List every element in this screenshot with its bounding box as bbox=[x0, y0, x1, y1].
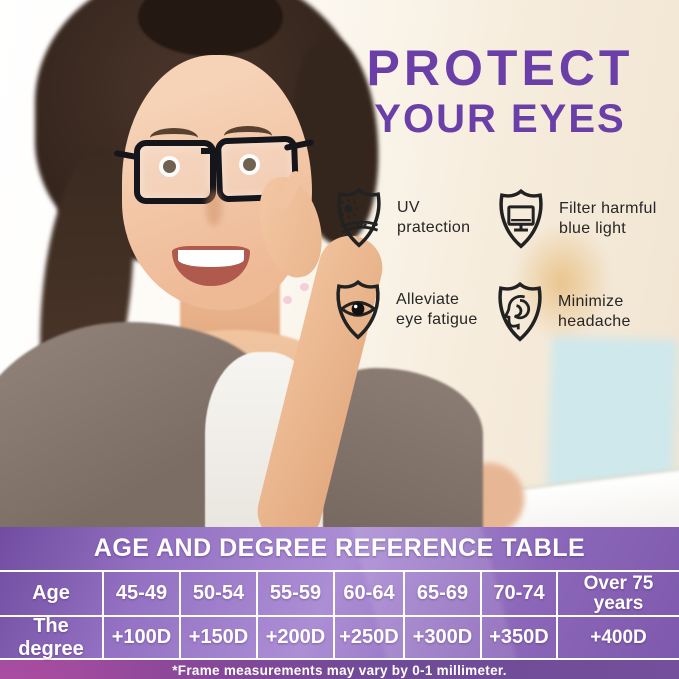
degree-cell: +300D bbox=[405, 617, 482, 658]
feature-blue-light-filter: Filter harmful blue light bbox=[492, 187, 657, 251]
degree-cell: +400D bbox=[590, 626, 647, 648]
feature-label: UV pratection bbox=[397, 198, 470, 238]
age-cell: 65-69 bbox=[405, 572, 482, 615]
headline: PROTECT YOUR EYES bbox=[335, 40, 665, 142]
feature-label: Filter harmful blue light bbox=[559, 199, 657, 239]
feature-label-line2: eye fatigue bbox=[396, 311, 478, 328]
headline-line2: YOUR EYES bbox=[374, 97, 626, 141]
model-eye bbox=[163, 160, 176, 173]
degree-cell: +350D bbox=[482, 617, 558, 658]
degree-cell: +100D bbox=[104, 617, 181, 658]
age-cell: Over 75 years bbox=[583, 572, 654, 614]
feature-label-line2: headache bbox=[558, 313, 631, 330]
model-eyebrow bbox=[150, 128, 198, 148]
degree-cell: +250D bbox=[335, 617, 405, 658]
model-fingernail bbox=[283, 296, 292, 304]
table-row-ages: Age 45-49 50-54 55-59 60-64 65-69 70-74 … bbox=[0, 572, 679, 615]
age-cell: 70-74 bbox=[482, 572, 558, 615]
table-title: AGE AND DEGREE REFERENCE TABLE bbox=[93, 534, 586, 562]
blurred-gold-object bbox=[512, 222, 612, 342]
feature-label: Minimize headache bbox=[558, 292, 631, 332]
monitor-shield-icon bbox=[492, 187, 550, 251]
degree-cell: +200D bbox=[258, 617, 335, 658]
row-header-degree: The degree bbox=[0, 615, 104, 660]
feature-headache: Minimize headache bbox=[491, 280, 631, 344]
headline-line1: PROTECT bbox=[366, 40, 634, 96]
feature-label-line1: Alleviate bbox=[396, 291, 460, 308]
feature-label-line2: blue light bbox=[559, 220, 627, 237]
model-eyebrow bbox=[224, 126, 272, 146]
model-nose bbox=[206, 190, 222, 226]
reference-table-band: AGE AND DEGREE REFERENCE TABLE Age 45-49… bbox=[0, 527, 679, 679]
age-cell: 50-54 bbox=[181, 572, 258, 615]
feature-label-line1: Filter harmful bbox=[559, 200, 657, 217]
degree-cell: +150D bbox=[181, 617, 258, 658]
uv-shield-icon bbox=[330, 186, 388, 250]
row-header-age: Age bbox=[0, 572, 104, 615]
age-cell: 45-49 bbox=[104, 572, 181, 615]
table-footnote: *Frame measurements may vary by 0-1 mill… bbox=[0, 658, 679, 679]
feature-label-line2: pratection bbox=[397, 219, 471, 236]
feature-label-line1: Minimize bbox=[558, 293, 624, 310]
model-photo bbox=[0, 0, 679, 530]
head-shield-icon bbox=[491, 280, 549, 344]
reference-table: Age 45-49 50-54 55-59 60-64 65-69 70-74 … bbox=[0, 570, 679, 660]
age-cell: 60-64 bbox=[335, 572, 405, 615]
feature-eye-fatigue: Alleviate eye fatigue bbox=[329, 278, 478, 342]
eye-shield-icon bbox=[329, 278, 387, 342]
model-eye bbox=[243, 158, 256, 171]
feature-label: Alleviate eye fatigue bbox=[396, 290, 478, 330]
table-row-degrees: The degree +100D +150D +200D +250D +300D… bbox=[0, 615, 679, 660]
age-cell: 55-59 bbox=[258, 572, 335, 615]
model-fingernail bbox=[300, 283, 309, 291]
feature-uv-protection: UV pratection bbox=[330, 186, 470, 250]
eyeglasses-left-lens bbox=[134, 140, 216, 204]
eyeglasses-bridge bbox=[201, 148, 219, 162]
model-teeth bbox=[178, 250, 244, 267]
feature-label-line1: UV bbox=[397, 199, 420, 216]
